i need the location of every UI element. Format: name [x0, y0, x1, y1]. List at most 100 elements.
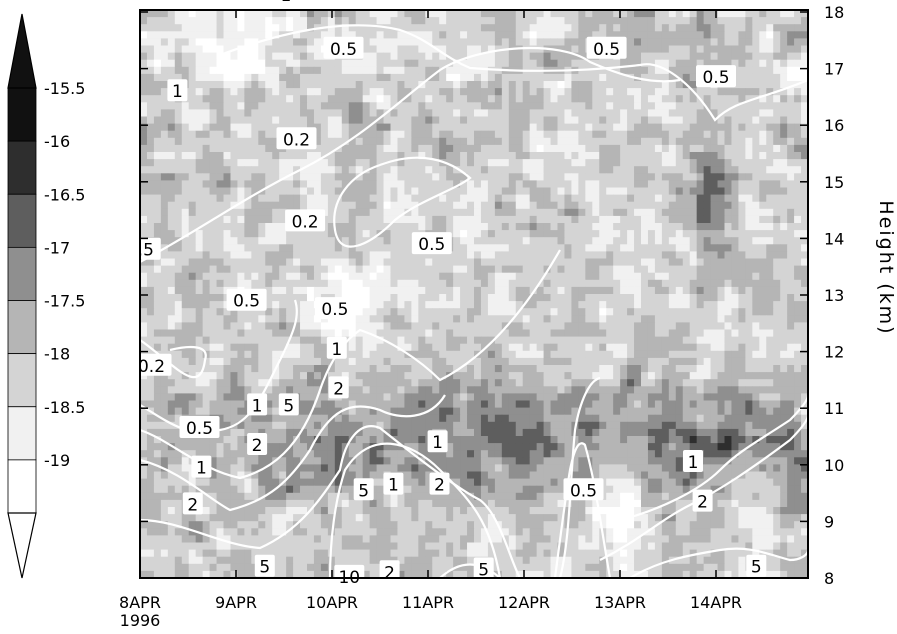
heatmap-cell [348, 329, 357, 337]
heatmap-cell [773, 73, 781, 82]
heatmap-cell [773, 24, 781, 32]
heatmap-cell [752, 237, 760, 245]
heatmap-cell [494, 152, 503, 160]
heatmap-cell [404, 59, 412, 68]
heatmap-cell [146, 95, 155, 103]
heatmap-cell [634, 237, 642, 245]
heatmap-cell [515, 301, 524, 309]
heatmap-cell [731, 88, 739, 96]
heatmap-cell [668, 201, 677, 210]
heatmap-cell [237, 357, 245, 366]
heatmap-cell [745, 123, 753, 132]
heatmap-cell [578, 350, 586, 359]
heatmap-cell [606, 10, 614, 18]
heatmap-cell [752, 152, 760, 160]
heatmap-cell [675, 279, 684, 288]
heatmap-cell [599, 116, 607, 124]
heatmap-cell [230, 31, 238, 39]
heatmap-cell [432, 95, 440, 103]
heatmap-cell [550, 109, 558, 117]
heatmap-cell [759, 17, 767, 25]
heatmap-cell [501, 52, 510, 61]
heatmap-cell [272, 215, 280, 224]
heatmap-cell [536, 237, 544, 245]
heatmap-cell [279, 109, 287, 117]
heatmap-cell [585, 251, 593, 259]
heatmap-cell [167, 286, 176, 295]
heatmap-cell [543, 365, 551, 373]
heatmap-cell [188, 215, 197, 224]
heatmap-cell [773, 52, 781, 61]
heatmap-cell [369, 180, 377, 188]
heatmap-cell [188, 173, 197, 181]
heatmap-cell [244, 130, 252, 139]
heatmap-cell [251, 130, 259, 139]
heatmap-cell [487, 123, 496, 132]
heatmap-cell [300, 343, 308, 352]
heatmap-cell [397, 137, 405, 146]
heatmap-cell [258, 322, 266, 330]
heatmap-cell [571, 272, 579, 281]
heatmap-cell [661, 223, 670, 231]
heatmap-cell [724, 272, 732, 281]
heatmap-cell [564, 24, 572, 32]
heatmap-cell [515, 123, 524, 132]
heatmap-cell [397, 279, 405, 288]
heatmap-cell [418, 180, 426, 188]
heatmap-cell [557, 187, 565, 195]
heatmap-cell [153, 81, 162, 89]
heatmap-cell [279, 343, 287, 352]
heatmap-cell [557, 201, 565, 210]
heatmap-cell [272, 286, 280, 295]
heatmap-cell [272, 350, 280, 359]
heatmap-cell [613, 322, 621, 330]
heatmap-cell [515, 230, 524, 238]
heatmap-cell [216, 173, 224, 181]
heatmap-cell [313, 265, 322, 274]
heatmap-cell [244, 123, 252, 132]
heatmap-cell [160, 372, 169, 380]
heatmap-cell [508, 116, 517, 124]
heatmap-cell [460, 272, 468, 281]
heatmap-cell [557, 215, 565, 224]
heatmap-cell [682, 159, 691, 167]
heatmap-cell [759, 279, 767, 288]
heatmap-cell [439, 350, 447, 359]
heatmap-cell [801, 294, 808, 302]
heatmap-cell [668, 130, 677, 139]
heatmap-cell [613, 137, 621, 146]
heatmap-cell [404, 31, 412, 39]
heatmap-cell [550, 208, 558, 217]
heatmap-cell [620, 336, 628, 345]
heatmap-cell [745, 258, 753, 266]
heatmap-cell [202, 244, 210, 252]
heatmap-cell [404, 215, 412, 224]
heatmap-cell [195, 173, 204, 181]
heatmap-cell [606, 365, 614, 373]
heatmap-cell [307, 286, 315, 295]
heatmap-cell [383, 102, 391, 110]
heatmap-cell [453, 223, 461, 231]
heatmap-cell [272, 130, 280, 139]
heatmap-cell [425, 31, 433, 39]
heatmap-cell [237, 322, 245, 330]
heatmap-cell [529, 10, 538, 18]
heatmap-cell [773, 365, 781, 373]
heatmap-cell [418, 215, 426, 224]
heatmap-cell [146, 52, 155, 61]
heatmap-cell [654, 357, 663, 366]
heatmap-cell [794, 17, 802, 25]
heatmap-cell [627, 279, 635, 288]
heatmap-cell [731, 137, 739, 146]
heatmap-cell [703, 116, 711, 124]
heatmap-cell [397, 244, 405, 252]
heatmap-cell [230, 59, 238, 68]
heatmap-cell [759, 73, 767, 82]
heatmap-cell [710, 258, 718, 266]
heatmap-cell [376, 109, 384, 117]
heatmap-cell [487, 81, 496, 89]
heatmap-cell [682, 173, 691, 181]
heatmap-cell [411, 159, 419, 167]
heatmap-cell [167, 38, 176, 46]
heatmap-cell [209, 272, 217, 281]
